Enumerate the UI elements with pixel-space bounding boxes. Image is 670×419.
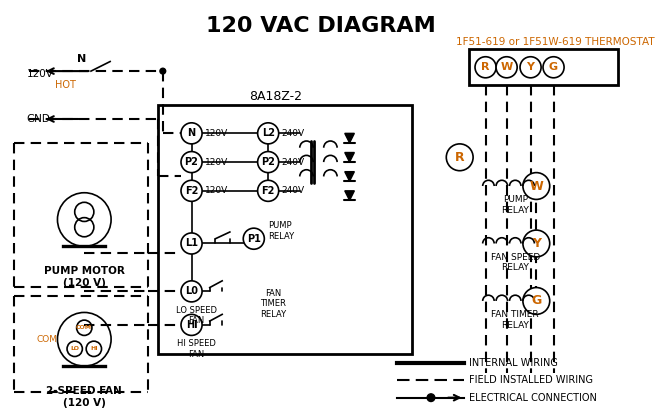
Text: FIELD INSTALLED WIRING: FIELD INSTALLED WIRING [469, 375, 593, 385]
FancyBboxPatch shape [469, 49, 618, 85]
Text: HOT: HOT [55, 80, 76, 91]
Text: N: N [188, 128, 196, 138]
Circle shape [427, 394, 435, 401]
Circle shape [543, 57, 564, 78]
Text: FAN
TIMER
RELAY: FAN TIMER RELAY [260, 289, 286, 319]
Text: N: N [77, 54, 86, 64]
Circle shape [258, 152, 279, 173]
Circle shape [520, 57, 541, 78]
Text: PUMP
RELAY: PUMP RELAY [501, 196, 529, 215]
Text: R: R [455, 151, 464, 164]
Circle shape [181, 233, 202, 254]
Text: LO SPEED
FAN: LO SPEED FAN [176, 305, 217, 325]
Text: 120V: 120V [205, 158, 228, 167]
Circle shape [181, 281, 202, 302]
Text: GND: GND [27, 114, 51, 124]
Text: HI SPEED
FAN: HI SPEED FAN [177, 339, 216, 359]
Circle shape [523, 173, 549, 199]
Text: F2: F2 [185, 186, 198, 196]
Text: P1: P1 [247, 234, 261, 244]
Text: LO: LO [70, 347, 79, 352]
Text: P2: P2 [261, 157, 275, 167]
Text: W: W [500, 62, 513, 72]
Text: Y: Y [527, 62, 535, 72]
Text: HI: HI [90, 347, 98, 352]
Text: G: G [549, 62, 558, 72]
Polygon shape [345, 172, 354, 181]
Bar [158, 105, 412, 354]
Text: 120V: 120V [27, 69, 54, 79]
Circle shape [181, 123, 202, 144]
Circle shape [181, 180, 202, 202]
Text: 120V: 120V [205, 186, 228, 195]
Circle shape [243, 228, 265, 249]
Circle shape [258, 180, 279, 202]
Text: 8A18Z-2: 8A18Z-2 [249, 91, 302, 103]
Text: ELECTRICAL CONNECTION: ELECTRICAL CONNECTION [469, 393, 597, 403]
Text: L1: L1 [185, 238, 198, 248]
Text: F2: F2 [261, 186, 275, 196]
Circle shape [475, 57, 496, 78]
Text: COM: COM [36, 335, 58, 344]
Text: L0: L0 [185, 286, 198, 296]
Text: FAN TIMER
RELAY: FAN TIMER RELAY [491, 310, 539, 330]
Text: 120V: 120V [205, 129, 228, 138]
Text: COM: COM [76, 325, 92, 330]
Text: 240V: 240V [281, 186, 305, 195]
Circle shape [523, 287, 549, 314]
Polygon shape [345, 133, 354, 143]
Text: 1F51-619 or 1F51W-619 THERMOSTAT: 1F51-619 or 1F51W-619 THERMOSTAT [456, 37, 655, 47]
Text: INTERNAL WIRING: INTERNAL WIRING [469, 358, 558, 368]
Circle shape [523, 230, 549, 257]
Polygon shape [345, 191, 354, 200]
Text: 2-SPEED FAN
(120 V): 2-SPEED FAN (120 V) [46, 386, 122, 408]
Text: W: W [529, 179, 543, 192]
Text: G: G [531, 295, 541, 308]
Text: 240V: 240V [281, 129, 305, 138]
Circle shape [258, 123, 279, 144]
Circle shape [181, 314, 202, 336]
Circle shape [181, 152, 202, 173]
Text: 240V: 240V [281, 158, 305, 167]
Polygon shape [345, 153, 354, 162]
Text: PUMP
RELAY: PUMP RELAY [268, 221, 294, 241]
Text: P2: P2 [185, 157, 198, 167]
Text: PUMP MOTOR
(120 V): PUMP MOTOR (120 V) [44, 266, 125, 288]
Text: R: R [481, 62, 490, 72]
Text: 120 VAC DIAGRAM: 120 VAC DIAGRAM [206, 16, 436, 36]
Text: L2: L2 [262, 128, 275, 138]
Circle shape [496, 57, 517, 78]
Circle shape [160, 68, 165, 74]
Circle shape [446, 144, 473, 171]
Text: FAN SPEED
RELAY: FAN SPEED RELAY [490, 253, 540, 272]
Text: HI: HI [186, 320, 198, 330]
Text: Y: Y [532, 237, 541, 250]
